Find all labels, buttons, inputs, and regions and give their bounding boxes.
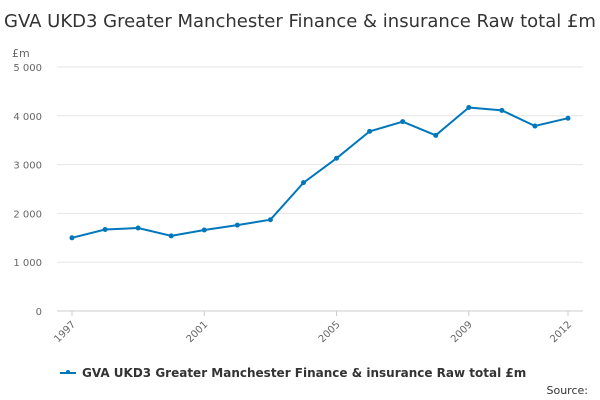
data-point — [267, 217, 273, 223]
data-point — [466, 105, 472, 111]
y-axis-label: £m — [12, 47, 30, 60]
data-point — [400, 119, 406, 125]
data-point — [201, 227, 207, 233]
data-point — [135, 225, 141, 231]
x-tick-label: 2001 — [185, 319, 211, 345]
y-tick-label: 3 000 — [13, 161, 42, 172]
x-tick-label: 2012 — [548, 319, 574, 345]
series-line — [71, 106, 569, 239]
x-tick-label: 2005 — [317, 319, 343, 345]
source-label[interactable]: Source: — [546, 384, 589, 397]
legend-swatch — [60, 370, 76, 374]
data-point — [102, 227, 108, 233]
data-point — [334, 155, 340, 161]
y-tick-label: 2 000 — [13, 209, 42, 220]
x-tick-label: 2009 — [449, 319, 475, 345]
data-point — [168, 233, 174, 239]
y-tick-label: 1 000 — [13, 258, 42, 269]
data-point — [565, 115, 571, 121]
data-point — [532, 123, 538, 129]
data-point — [499, 107, 505, 113]
x-tick-label: 1997 — [52, 319, 78, 345]
chart-title: GVA UKD3 Greater Manchester Finance & in… — [4, 11, 596, 32]
data-point — [300, 180, 306, 186]
y-tick-label: 4 000 — [13, 112, 42, 123]
legend-label: GVA UKD3 Greater Manchester Finance & in… — [82, 366, 527, 380]
legend[interactable]: GVA UKD3 Greater Manchester Finance & in… — [60, 366, 526, 380]
data-point — [367, 128, 373, 134]
data-point — [69, 235, 75, 241]
data-point — [433, 132, 439, 138]
y-tick-label: 5 000 — [13, 63, 42, 74]
data-point — [234, 222, 240, 228]
y-tick-label: 0 — [36, 307, 42, 318]
